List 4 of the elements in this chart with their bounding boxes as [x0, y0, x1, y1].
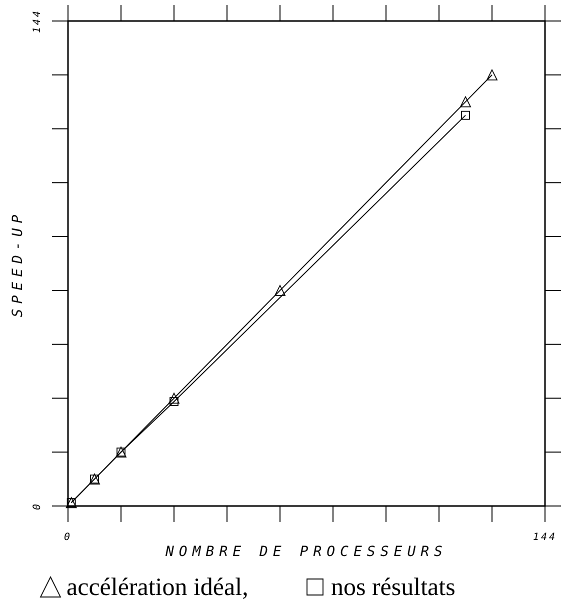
legend-label: accélération idéal, [66, 574, 248, 601]
x-axis-title: NOMBRE DE PROCESSEURS [164, 544, 448, 560]
y-axis-title: SPEED-UP [10, 210, 26, 318]
legend-label: nos résultats [331, 574, 456, 601]
